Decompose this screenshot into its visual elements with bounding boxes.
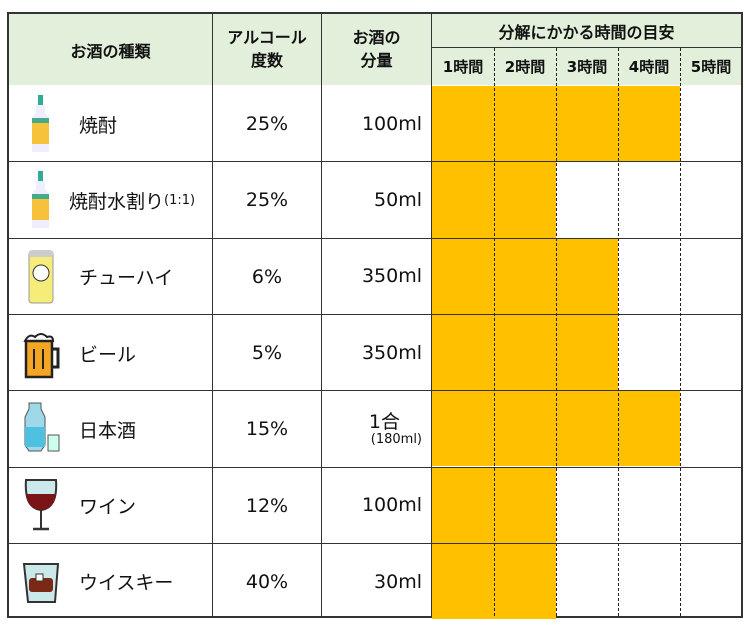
hour-gridline <box>556 48 557 616</box>
row-divider <box>9 466 741 468</box>
header-amount: お酒の 分量 <box>322 14 431 85</box>
divider <box>431 47 741 48</box>
row-divider <box>9 542 741 544</box>
drink-name-text: ワイン <box>79 496 137 519</box>
drink-name-text: ビール <box>79 343 137 366</box>
divider <box>431 14 432 616</box>
divider <box>321 14 322 616</box>
abv-value: 25% <box>245 189 289 212</box>
drink-name: ワイン <box>79 468 136 544</box>
drink-name-text: 焼酎 <box>79 114 118 137</box>
amount-value: 100ml <box>322 86 422 162</box>
amount-main: 50ml <box>374 189 422 211</box>
abv-value: 15% <box>245 418 289 441</box>
hour-tick-label: 2時間 <box>504 58 546 76</box>
row-divider <box>9 161 741 163</box>
hour-gridline <box>494 48 495 616</box>
header-amount-line1: お酒の <box>352 28 401 48</box>
duration-bar <box>432 314 618 391</box>
shochu-bottle-icon <box>21 94 61 154</box>
header-abv-line1: アルコール <box>227 28 307 48</box>
abv-value: 40% <box>245 570 289 593</box>
alcohol-table: お酒の種類 アルコール 度数 お酒の 分量 分解にかかる時間の目安 1時間 2時間 3時… <box>7 12 743 620</box>
drink-name: 日本酒 <box>79 391 136 467</box>
divider <box>212 14 213 616</box>
drink-name-text: チューハイ <box>79 267 174 290</box>
amount-value: 30ml <box>322 544 422 620</box>
amount-main: 350ml <box>361 341 422 364</box>
shochu-bottle-icon <box>21 170 61 230</box>
wine-glass-icon <box>21 476 61 536</box>
hour-tick-label: 5時間 <box>690 58 732 76</box>
drink-name: ビール <box>79 315 136 391</box>
hour-gridline <box>618 48 619 616</box>
chuhai-can-icon <box>21 247 61 307</box>
row-divider <box>9 237 741 239</box>
hour-tick-label: 4時間 <box>628 58 670 76</box>
amount-main: 30ml <box>374 570 422 593</box>
amount-value: 350ml <box>322 239 422 315</box>
amount-main: 350ml <box>361 265 422 288</box>
drink-name-suffix: (1:1) <box>164 192 196 208</box>
amount-value: 350ml <box>322 315 422 391</box>
abv-value: 25% <box>245 113 289 136</box>
drink-name-text: ウイスキー <box>79 572 174 595</box>
header-time-title: 分解にかかる時間の目安 <box>498 22 675 42</box>
drink-name-text: 焼酎水割り <box>69 190 165 213</box>
drink-name: 焼酎水割り (1:1) <box>69 162 195 238</box>
header-type: お酒の種類 <box>70 41 151 61</box>
sake-bottle-icon <box>21 399 61 459</box>
amount-value: 1合 (180ml) <box>322 391 422 467</box>
drink-name: 焼酎 <box>79 86 117 162</box>
amount-value: 50ml <box>322 162 422 238</box>
header-abv-line2: 度数 <box>250 50 283 70</box>
amount-value: 100ml <box>322 468 422 544</box>
header-background <box>9 14 741 85</box>
abv-value: 5% <box>251 342 283 365</box>
drink-name-text: 日本酒 <box>79 419 137 442</box>
row-divider <box>9 313 741 315</box>
abv-value: 6% <box>251 265 283 288</box>
abv-value: 12% <box>245 494 289 517</box>
hour-gridline <box>680 48 681 616</box>
hour-tick-label: 3時間 <box>566 58 608 76</box>
amount-main: 1合 <box>368 410 400 433</box>
amount-main: 100ml <box>361 112 422 135</box>
drink-name: チューハイ <box>79 239 173 315</box>
drink-name: ウイスキー <box>79 544 173 620</box>
whisky-glass-icon <box>21 552 61 612</box>
duration-bar <box>432 238 618 314</box>
row-divider <box>9 390 741 392</box>
hour-tick-label: 1時間 <box>442 58 484 76</box>
header-amount-line2: 分量 <box>360 50 393 70</box>
amount-sub: (180ml) <box>370 431 422 447</box>
amount-main: 100ml <box>361 494 422 517</box>
beer-mug-icon <box>21 323 61 383</box>
header-abv: アルコール 度数 <box>213 14 321 85</box>
